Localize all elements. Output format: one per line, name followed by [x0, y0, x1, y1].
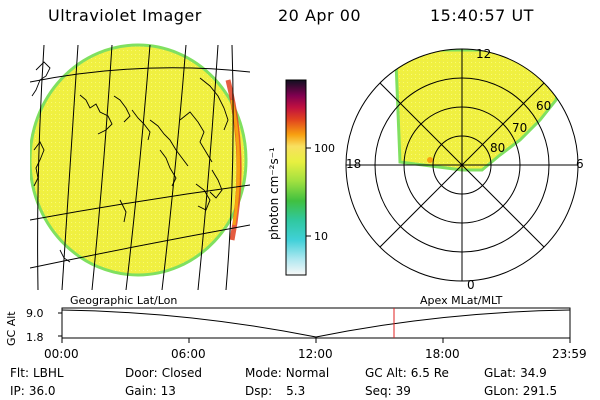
ip-value: 36.0: [28, 384, 56, 398]
longitude-line: [37, 44, 45, 290]
image-time: 15:40:57 UT: [430, 6, 534, 25]
colorbar-tick-label: 100: [314, 142, 335, 155]
glon-value: 291.5: [522, 384, 558, 398]
app-title: Ultraviolet Imager: [48, 6, 202, 25]
gc-alt-axis-label: GC Alt: [5, 308, 19, 348]
longitude-line: [61, 44, 79, 290]
limb-glow: [230, 99, 241, 226]
dsp-value: 5.3: [286, 384, 306, 398]
lat-lon-grid: [30, 44, 250, 290]
time-tick-label: 23:59: [552, 347, 587, 361]
seq-value: 39: [395, 384, 411, 398]
latitude-line: [30, 184, 250, 221]
mode-label: Mode:: [245, 366, 282, 380]
altitude-timeline: [58, 307, 571, 343]
longitude-line: [125, 44, 151, 290]
mlt-label-18: 18: [346, 157, 361, 171]
emission-spot: [427, 157, 433, 163]
glat-field: GLat: 34.9: [484, 366, 547, 380]
timeline-frame: [61, 307, 571, 339]
polar-spokes: [346, 49, 578, 281]
alt-tick-label: 1.8: [26, 331, 44, 344]
gain-field: Gain: 13: [125, 384, 176, 398]
gc-alt-field: GC Alt: 6.5 Re: [365, 366, 449, 380]
colorbar-tick-label: 10: [314, 230, 328, 243]
ip-label: IP:: [10, 384, 25, 398]
altitude-curve: [61, 309, 571, 338]
colorbar-unit-label: photon cm⁻²s⁻¹: [267, 147, 281, 240]
time-tick-label: 12:00: [298, 347, 333, 361]
mlt-label-6: 6: [576, 157, 584, 171]
dsp-label: Dsp:: [245, 384, 273, 398]
seq-field: Seq: 39: [365, 384, 411, 398]
image-date: 20 Apr 00: [278, 6, 362, 25]
gain-label: Gain:: [125, 384, 157, 398]
colorbar: 100 10 photon cm⁻²s⁻¹: [267, 79, 335, 276]
coastlines: [31, 61, 229, 263]
geographic-image: [30, 43, 250, 290]
apex-label: Apex MLat/MLT: [420, 294, 503, 307]
filter-label: Flt:: [10, 366, 29, 380]
latitude-line: [30, 67, 250, 83]
gain-value: 13: [160, 384, 176, 398]
mlat-label-80: 80: [490, 141, 505, 155]
mode-value: Normal: [285, 366, 330, 380]
latitude-line: [30, 224, 250, 269]
glat-value: 34.9: [520, 366, 547, 380]
longitude-line: [91, 44, 113, 290]
glon-label: GLon:: [484, 384, 519, 398]
gc-alt-axis-text: GC Alt: [5, 311, 18, 346]
mlat-label-70: 70: [512, 121, 527, 135]
longitude-line: [161, 44, 187, 290]
glat-label: GLat:: [484, 366, 517, 380]
filter-value: LBHL: [32, 366, 64, 380]
door-label: Door:: [125, 366, 158, 380]
ip-field: IP: 36.0: [10, 384, 56, 398]
longitude-line: [225, 44, 234, 290]
polar-plot: 12 18 6 0 60 70 80: [345, 47, 584, 292]
door-field: Door: Closed: [125, 366, 202, 380]
mlt-label-0: 0: [467, 278, 475, 292]
dsp-field: Dsp: 5.3: [245, 384, 305, 398]
filter-field: Flt: LBHL: [10, 366, 64, 380]
mlt-label-12: 12: [476, 47, 491, 61]
mlat-label-60: 60: [536, 99, 551, 113]
emission-disk: [30, 43, 248, 277]
time-tick-label: 00:00: [44, 347, 79, 361]
time-tick-label: 18:00: [425, 347, 460, 361]
gc-alt-value: 6.5 Re: [410, 366, 449, 380]
alt-tick-label: 9.0: [26, 307, 44, 320]
seq-label: Seq:: [365, 384, 392, 398]
geographic-label: Geographic Lat/Lon: [70, 294, 178, 307]
gc-alt-label: GC Alt:: [365, 366, 407, 380]
glon-field: GLon: 291.5: [484, 384, 557, 398]
mode-field: Mode: Normal: [245, 366, 329, 380]
colorbar-gradient: [285, 79, 307, 276]
longitude-line: [197, 44, 219, 290]
door-value: Closed: [161, 366, 203, 380]
time-tick-label: 06:00: [171, 347, 206, 361]
